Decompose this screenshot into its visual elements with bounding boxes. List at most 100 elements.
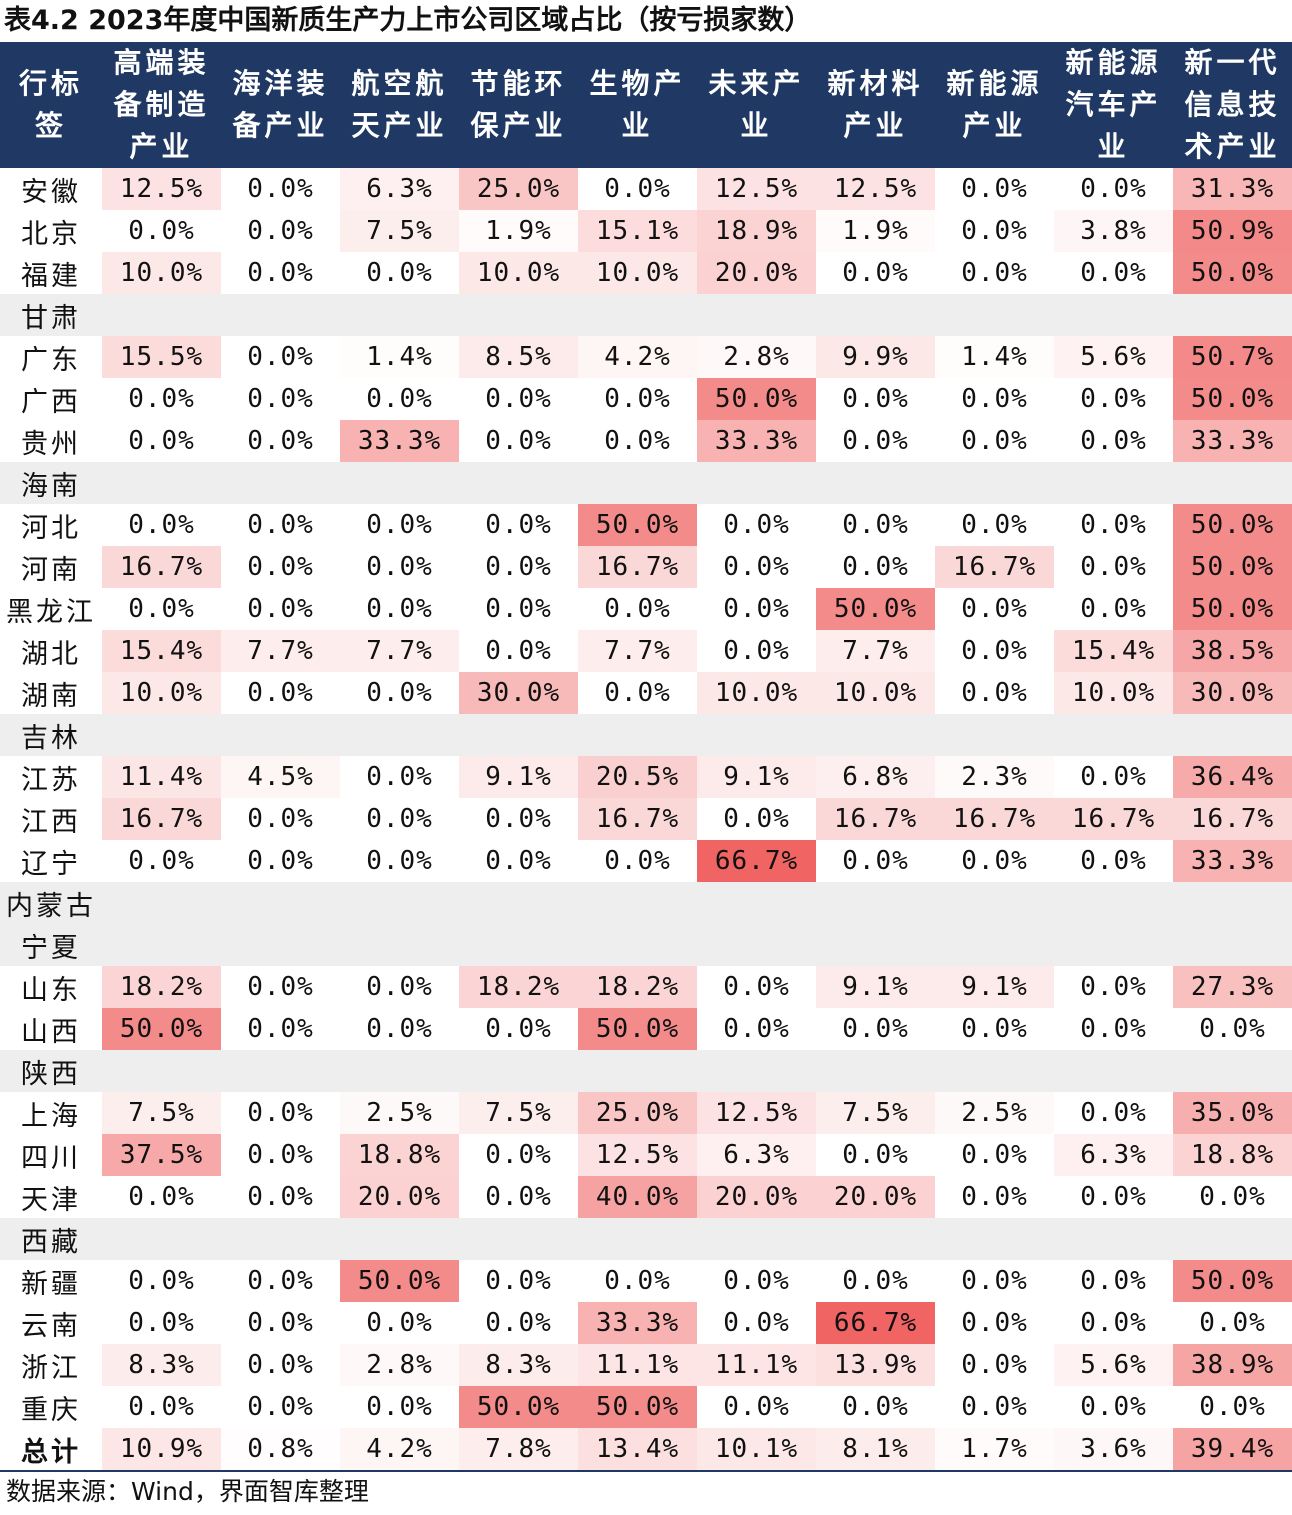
percent-cell — [935, 1050, 1054, 1092]
percent-cell: 18.8% — [340, 1134, 459, 1176]
percent-cell: 12.5% — [697, 168, 816, 210]
percent-cell: 0.0% — [816, 420, 935, 462]
percent-cell: 0.0% — [340, 1302, 459, 1344]
percent-cell: 33.3% — [1173, 840, 1292, 882]
table-row: 黑龙江 0.0% 0.0% 0.0% 0.0% 0.0% 0.0% 50.0% 0.0% 0.0%… — [0, 588, 1292, 630]
percent-cell: 0.0% — [340, 504, 459, 546]
region-label: 宁夏 — [0, 924, 102, 966]
percent-cell: 15.4% — [1054, 630, 1173, 672]
percent-cell: 0.0% — [935, 840, 1054, 882]
percent-cell — [1054, 294, 1173, 336]
percent-cell: 0.0% — [578, 378, 697, 420]
percent-cell: 20.0% — [816, 1176, 935, 1218]
percent-cell: 0.0% — [221, 168, 340, 210]
region-label: 总计 — [21, 1436, 81, 1468]
percent-cell: 9.1% — [935, 966, 1054, 1008]
percent-cell: 10.0% — [459, 252, 578, 294]
column-header-industry: 高端装 备制造 产业 — [102, 42, 221, 168]
percent-cell: 6.8% — [816, 756, 935, 798]
percent-cell: 0.0% — [102, 210, 221, 252]
percent-cell — [697, 882, 816, 924]
percent-cell: 7.5% — [340, 210, 459, 252]
percent-cell: 0.0% — [935, 168, 1054, 210]
region-label: 福建 — [21, 260, 81, 292]
percent-cell — [1173, 714, 1292, 756]
percent-cell: 16.7% — [816, 798, 935, 840]
percent-cell — [340, 714, 459, 756]
percent-cell — [816, 462, 935, 504]
region-label: 陕西 — [0, 1050, 102, 1092]
percent-cell — [221, 1050, 340, 1092]
percent-cell: 50.0% — [578, 1386, 697, 1428]
percent-cell: 10.0% — [816, 672, 935, 714]
region-label: 山西 — [21, 1016, 81, 1048]
percent-cell: 0.0% — [221, 966, 340, 1008]
percent-cell: 1.7% — [935, 1428, 1054, 1470]
percent-cell — [1173, 294, 1292, 336]
percent-cell: 0.0% — [935, 1260, 1054, 1302]
percent-cell: 0.0% — [221, 798, 340, 840]
table-row: 河北 0.0% 0.0% 0.0% 0.0% 50.0% 0.0% 0.0% 0.0% 0.0% 5… — [0, 504, 1292, 546]
percent-cell: 1.9% — [459, 210, 578, 252]
percent-cell: 0.0% — [935, 504, 1054, 546]
percent-cell: 0.0% — [935, 1344, 1054, 1386]
percent-cell — [1054, 924, 1173, 966]
percent-cell: 9.1% — [816, 966, 935, 1008]
percent-cell: 0.0% — [459, 378, 578, 420]
percent-cell: 0.0% — [935, 1302, 1054, 1344]
percent-cell: 50.0% — [1173, 546, 1292, 588]
percent-cell: 0.0% — [697, 798, 816, 840]
percent-cell: 1.4% — [935, 336, 1054, 378]
header-row: 行标 签高端装 备制造 产业 海洋装 备产业 航空航 天产业 节能环 保产业 生物产 业… — [0, 42, 1292, 168]
percent-cell: 5.6% — [1054, 1344, 1173, 1386]
percent-cell: 0.0% — [459, 546, 578, 588]
column-header-industry: 新能源 产业 — [935, 42, 1054, 168]
percent-cell: 0.0% — [1054, 252, 1173, 294]
percent-cell: 9.1% — [697, 756, 816, 798]
region-label: 湖南 — [21, 680, 81, 712]
column-header-industry: 新一代 信息技 术产业 — [1173, 42, 1292, 168]
table-row: 江苏 11.4% 4.5% 0.0% 9.1% 20.5% 9.1% 6.8% 2.3% 0.0%… — [0, 756, 1292, 798]
region-label: 江西 — [21, 806, 81, 838]
region-label: 海南 — [0, 462, 102, 504]
percent-cell: 0.0% — [102, 504, 221, 546]
table-row: 山东 18.2% 0.0% 0.0% 18.2% 18.2% 0.0% 9.1% 9.1% 0.0… — [0, 966, 1292, 1008]
percent-cell: 0.0% — [459, 1302, 578, 1344]
percent-cell: 0.0% — [221, 1386, 340, 1428]
percent-cell: 37.5% — [102, 1134, 221, 1176]
percent-cell: 20.0% — [340, 1176, 459, 1218]
percent-cell — [816, 294, 935, 336]
table-row: 安徽 12.5% 0.0% 6.3% 25.0% 0.0% 12.5% 12.5% 0.0% 0.… — [0, 168, 1292, 210]
percent-cell — [935, 294, 1054, 336]
percent-cell: 0.0% — [697, 630, 816, 672]
percent-cell: 0.0% — [102, 1176, 221, 1218]
region-label: 山东 — [21, 974, 81, 1006]
region-label: 重庆 — [21, 1394, 81, 1426]
table-row: 上海 7.5% 0.0% 2.5% 7.5% 25.0% 12.5% 7.5% 2.5% 0.0%… — [0, 1092, 1292, 1134]
percent-cell: 16.7% — [935, 546, 1054, 588]
percent-cell: 10.0% — [102, 672, 221, 714]
percent-cell — [578, 882, 697, 924]
percent-cell: 0.0% — [935, 1134, 1054, 1176]
percent-cell: 0.0% — [578, 1260, 697, 1302]
percent-cell: 10.0% — [1054, 672, 1173, 714]
percent-cell: 0.0% — [1054, 504, 1173, 546]
percent-cell: 0.0% — [340, 756, 459, 798]
percent-cell: 0.0% — [816, 252, 935, 294]
percent-cell — [340, 1050, 459, 1092]
percent-cell: 0.0% — [102, 1302, 221, 1344]
region-label: 云南 — [21, 1310, 81, 1342]
percent-cell: 0.0% — [459, 798, 578, 840]
column-header-industry: 航空航 天产业 — [340, 42, 459, 168]
percent-cell: 7.5% — [816, 1092, 935, 1134]
percent-cell: 10.0% — [102, 252, 221, 294]
percent-cell: 0.0% — [1173, 1302, 1292, 1344]
table-row: 陕西 — [0, 1050, 1292, 1092]
percent-cell: 38.5% — [1173, 630, 1292, 672]
percent-cell: 0.0% — [221, 252, 340, 294]
percent-cell: 0.0% — [340, 966, 459, 1008]
table-row: 甘肃 — [0, 294, 1292, 336]
percent-cell: 0.0% — [459, 420, 578, 462]
percent-cell — [935, 924, 1054, 966]
percent-cell: 33.3% — [578, 1302, 697, 1344]
